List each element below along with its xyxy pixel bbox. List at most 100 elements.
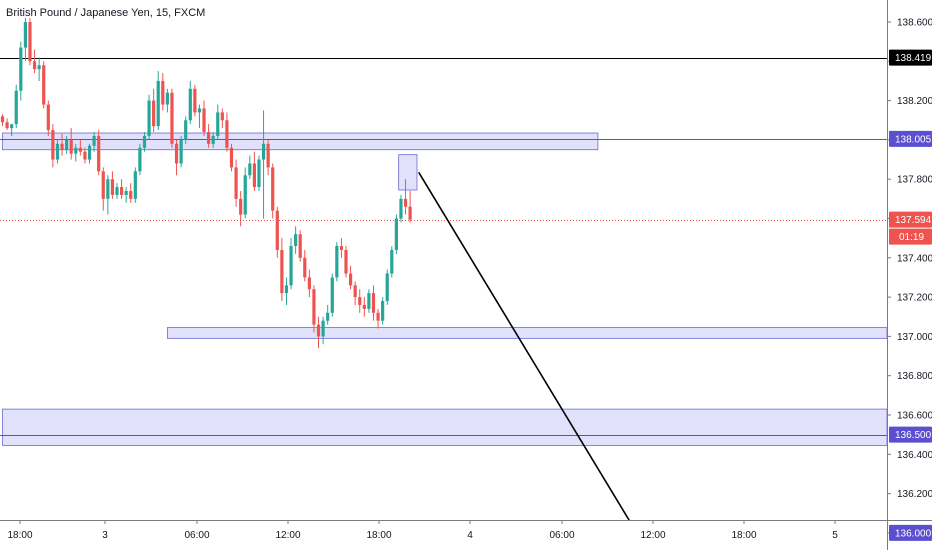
candle-body[interactable]	[312, 289, 316, 325]
candle-body[interactable]	[229, 147, 234, 168]
candle-body[interactable]	[339, 246, 344, 250]
candle-body[interactable]	[298, 234, 302, 258]
candle-body[interactable]	[5, 122, 9, 129]
candle-body[interactable]	[69, 139, 73, 154]
candle-body[interactable]	[174, 143, 179, 164]
candle-body[interactable]	[326, 312, 330, 321]
candle-body[interactable]	[179, 139, 183, 164]
candle-body[interactable]	[197, 108, 202, 113]
candle-body[interactable]	[106, 179, 110, 199]
candle-body[interactable]	[78, 147, 82, 152]
candle-body[interactable]	[138, 147, 142, 172]
candle-body[interactable]	[165, 92, 169, 105]
candle-body[interactable]	[92, 135, 96, 146]
candle-body[interactable]	[87, 145, 92, 160]
candle-body[interactable]	[330, 277, 334, 313]
candle-body[interactable]	[216, 112, 220, 136]
candle-body[interactable]	[335, 246, 339, 278]
candle-body[interactable]	[280, 249, 284, 294]
candle-body[interactable]	[202, 108, 206, 133]
candle-body[interactable]	[142, 135, 147, 148]
candle-body[interactable]	[248, 163, 252, 176]
zone-rectangle[interactable]	[2, 132, 599, 151]
current-price-badge[interactable]	[889, 211, 932, 228]
candle-body[interactable]	[161, 80, 165, 105]
candle-body[interactable]	[220, 112, 224, 121]
candle-body[interactable]	[316, 324, 321, 337]
candle-body[interactable]	[243, 175, 247, 215]
candle-body[interactable]	[211, 135, 215, 144]
candle-body[interactable]	[376, 312, 380, 321]
candle-body[interactable]	[101, 171, 105, 199]
candle-body[interactable]	[133, 171, 137, 199]
candle-body[interactable]	[261, 143, 266, 160]
candle-body[interactable]	[46, 104, 50, 131]
candle-body[interactable]	[37, 65, 41, 70]
candle-body[interactable]	[23, 22, 27, 48]
candle-body[interactable]	[239, 198, 243, 215]
candle-body[interactable]	[152, 100, 156, 127]
candle-body[interactable]	[371, 293, 376, 313]
candle-body[interactable]	[284, 285, 289, 294]
candle-body[interactable]	[362, 304, 366, 309]
candle-body[interactable]	[51, 130, 55, 160]
candle-body[interactable]	[408, 206, 412, 220]
candle-body[interactable]	[266, 143, 270, 168]
price-badge[interactable]	[889, 524, 932, 541]
candle-body[interactable]	[55, 143, 60, 160]
zone-rectangle[interactable]	[166, 327, 888, 339]
candle-body[interactable]	[289, 246, 293, 286]
candle-body[interactable]	[10, 124, 14, 129]
candle-body[interactable]	[381, 301, 385, 321]
candle-body[interactable]	[156, 80, 160, 127]
candle-body[interactable]	[394, 218, 398, 250]
candle-body[interactable]	[399, 198, 403, 219]
arrow-line[interactable]	[418, 171, 638, 534]
candle-body[interactable]	[119, 187, 124, 195]
candle-body[interactable]	[348, 273, 353, 286]
candle-body[interactable]	[147, 100, 151, 136]
candle-body[interactable]	[303, 257, 307, 278]
candle-body[interactable]	[65, 139, 69, 150]
candle-body[interactable]	[344, 249, 348, 274]
candle-body[interactable]	[110, 179, 115, 195]
candle-body[interactable]	[271, 167, 275, 211]
price-badge[interactable]	[889, 130, 932, 147]
candle-body[interactable]	[403, 198, 408, 207]
candle-body[interactable]	[124, 190, 128, 195]
candle-body[interactable]	[115, 187, 119, 195]
candle-body[interactable]	[257, 159, 261, 188]
candle-body[interactable]	[188, 88, 192, 121]
zone-rectangle[interactable]	[2, 408, 888, 446]
candle-body[interactable]	[193, 88, 197, 113]
candle-body[interactable]	[184, 120, 188, 140]
candle-body[interactable]	[207, 132, 211, 144]
candle-body[interactable]	[367, 293, 371, 309]
candle-body[interactable]	[390, 249, 394, 274]
projection-arrow[interactable]	[418, 171, 638, 535]
candle-body[interactable]	[28, 22, 32, 62]
candle-body[interactable]	[129, 190, 133, 199]
candle-body[interactable]	[294, 234, 298, 247]
price-badge[interactable]	[889, 49, 932, 66]
candle-body[interactable]	[42, 65, 46, 105]
candle-body[interactable]	[234, 167, 238, 199]
candle-body[interactable]	[252, 163, 256, 188]
price-badge[interactable]	[889, 426, 932, 443]
candle-body[interactable]	[321, 320, 325, 337]
candle-body[interactable]	[19, 47, 23, 91]
candle-body[interactable]	[170, 92, 174, 144]
candle-body[interactable]	[32, 61, 37, 70]
candle-body[interactable]	[353, 285, 357, 298]
candle-body[interactable]	[14, 90, 18, 125]
candle-body[interactable]	[97, 135, 101, 172]
candle-body[interactable]	[60, 143, 64, 150]
candle-body[interactable]	[358, 297, 362, 305]
candle-body[interactable]	[74, 147, 78, 154]
candle-body[interactable]	[225, 120, 229, 148]
zone-rectangle[interactable]	[398, 154, 418, 191]
candle-body[interactable]	[83, 151, 87, 160]
candle-body[interactable]	[275, 210, 279, 250]
candle-body[interactable]	[307, 277, 311, 290]
